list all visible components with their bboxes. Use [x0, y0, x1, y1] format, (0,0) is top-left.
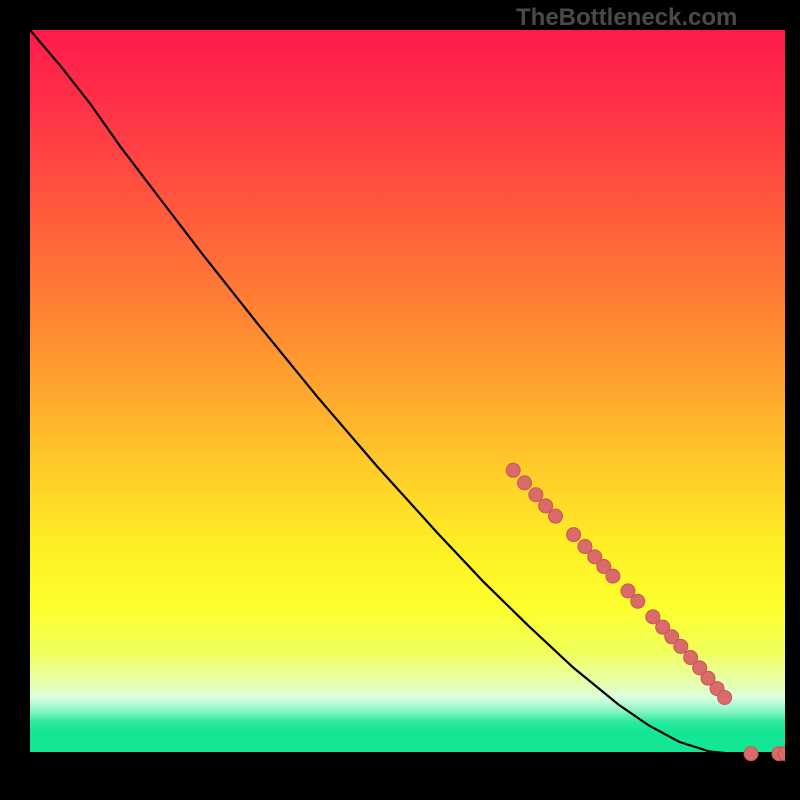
data-marker	[548, 509, 562, 523]
watermark-text: TheBottleneck.com	[516, 4, 737, 32]
data-marker	[529, 488, 543, 502]
plot-area	[30, 30, 785, 770]
data-marker	[518, 476, 532, 490]
chart-svg	[30, 30, 785, 770]
data-marker	[567, 528, 581, 542]
data-marker	[674, 639, 688, 653]
data-marker	[606, 569, 620, 583]
curve-line	[30, 30, 785, 754]
data-marker	[744, 747, 758, 761]
data-marker	[506, 463, 520, 477]
data-marker	[718, 690, 732, 704]
data-marker	[631, 594, 645, 608]
